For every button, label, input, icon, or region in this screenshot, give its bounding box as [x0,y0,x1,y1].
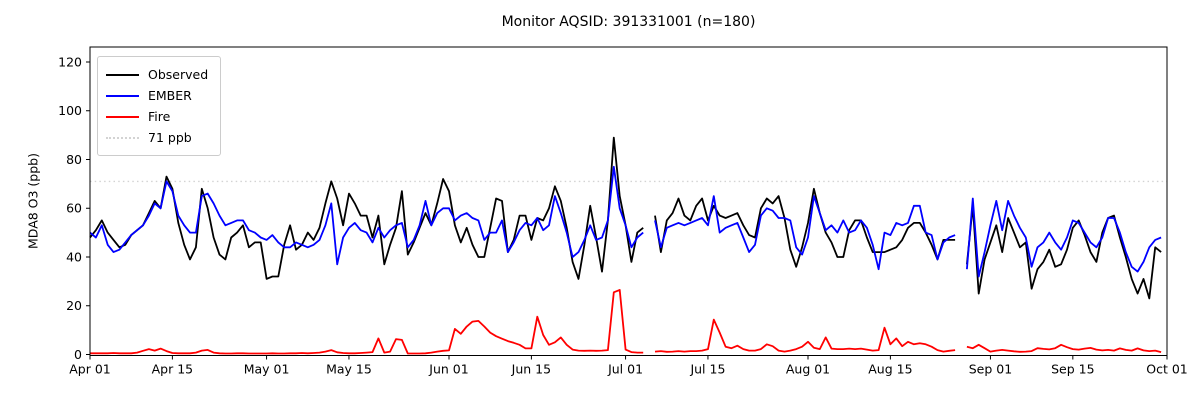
x-tick-label: Jun 01 [428,362,468,377]
series-fire-line [90,289,1162,355]
chart-title: Monitor AQSID: 391331001 (n=180) [501,14,756,30]
legend-item-threshold: 71 ppb [106,127,208,148]
legend: Observed EMBER Fire 71 ppb [97,56,222,156]
legend-label-threshold: 71 ppb [148,130,192,145]
x-tick-label: Jul 15 [689,362,725,377]
x-tick-label: Jun 15 [511,362,551,377]
y-tick-label: 20 [66,298,82,313]
x-tick-label: Sep 15 [1051,362,1094,377]
x-tick-label: Aug 01 [786,362,830,377]
plot-border [89,46,1168,356]
series-observed-line [89,136,1162,300]
threshold-line-sample [106,136,139,139]
fire-line-sample [106,115,139,118]
legend-label-ember: EMBER [148,88,192,103]
x-tick-label: Oct 01 [1146,362,1188,377]
y-tick-label: 100 [58,103,82,118]
x-tick-label: May 01 [244,362,290,377]
y-tick-label: 80 [66,152,82,167]
ember-line-sample [106,94,139,97]
x-tick-label: Apr 01 [69,362,111,377]
observed-line-sample [106,73,139,76]
x-tick-label: Apr 15 [152,362,194,377]
x-tick-label: Jul 01 [607,362,643,377]
x-tick-label: Aug 15 [868,362,912,377]
y-tick-label: 0 [74,347,82,362]
legend-item-observed: Observed [106,64,208,85]
series-ember-line [89,165,1162,278]
legend-item-fire: Fire [106,106,208,127]
legend-label-observed: Observed [148,67,209,82]
legend-item-ember: EMBER [106,85,208,106]
y-tick-label: 40 [66,249,82,264]
legend-label-fire: Fire [148,109,171,124]
y-tick-label: 120 [58,54,82,69]
x-tick-label: May 15 [326,362,372,377]
x-tick-label: Sep 01 [969,362,1012,377]
y-tick-label: 60 [66,201,82,216]
